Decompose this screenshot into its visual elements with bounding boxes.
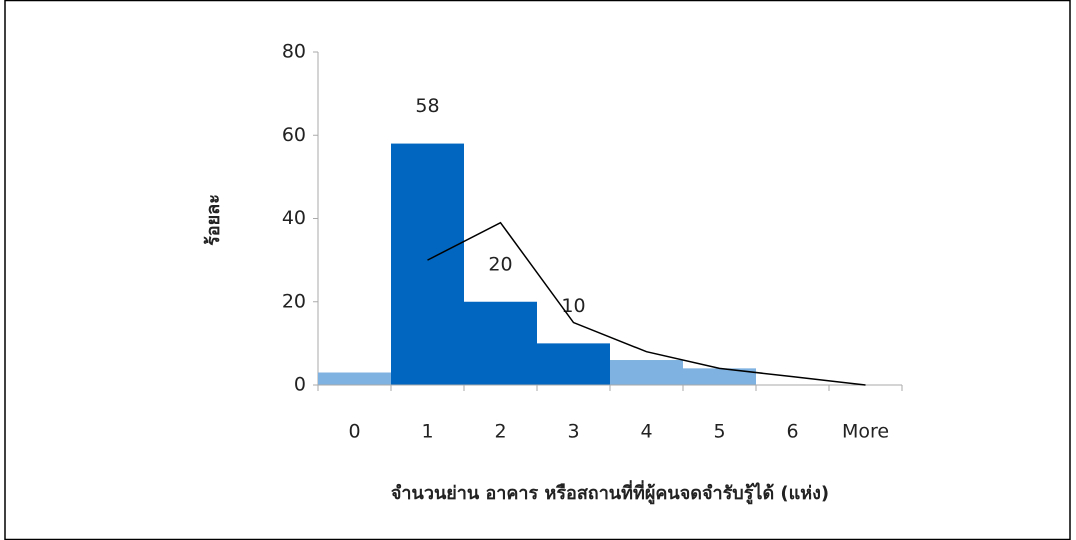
bar	[683, 368, 756, 385]
frame	[4, 0, 1071, 540]
data-label: 58	[415, 95, 439, 117]
y-tick-label: 60	[282, 124, 306, 146]
bar	[610, 360, 683, 385]
y-tick-label: 20	[282, 290, 306, 312]
y-tick-label: 0	[294, 374, 306, 396]
y-axis-label: ร้อยละ	[203, 194, 224, 246]
x-tick-label: 2	[494, 421, 506, 443]
x-tick-label: 0	[348, 421, 360, 443]
data-label: 10	[561, 295, 585, 317]
bar	[318, 372, 391, 385]
bar	[537, 343, 610, 385]
x-tick-label: 6	[786, 421, 798, 443]
data-label: 20	[488, 253, 512, 275]
bar	[391, 143, 464, 385]
y-tick-label: 80	[282, 41, 306, 63]
x-tick-label: 5	[713, 421, 725, 443]
x-tick-label: 3	[567, 421, 579, 443]
line-series	[427, 221, 866, 386]
x-tick-label: More	[842, 421, 889, 443]
bar	[464, 301, 537, 385]
x-axis-label: จำนวนย่าน อาคาร หรือสถานที่ที่ผู้คนจดจำร…	[391, 480, 829, 505]
x-tick-label: 4	[640, 421, 652, 443]
y-tick-label: 40	[282, 207, 306, 229]
x-tick-label: 1	[421, 421, 433, 443]
